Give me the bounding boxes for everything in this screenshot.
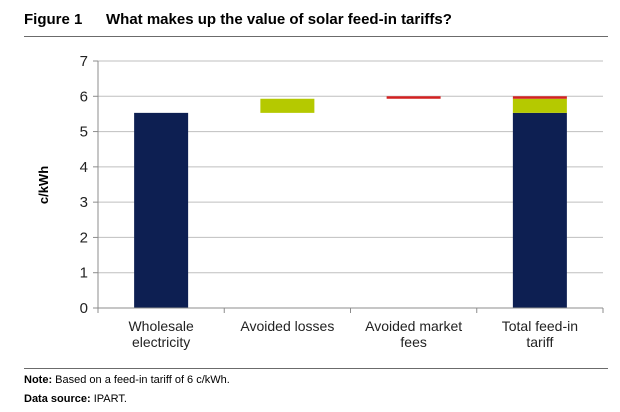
bar-segment-avoided-losses xyxy=(512,98,567,113)
source-label: Data source: xyxy=(24,393,91,405)
y-tick-label: 4 xyxy=(80,159,88,176)
y-tick-label: 3 xyxy=(80,194,88,211)
y-tick-label: 6 xyxy=(80,88,88,105)
bar-segment-avoided-losses xyxy=(260,98,315,113)
y-tick-label: 7 xyxy=(80,53,88,70)
y-tick-label: 2 xyxy=(80,229,88,246)
note: Note: Based on a feed-in tariff of 6 c/k… xyxy=(24,374,230,386)
x-tick-label: Wholesale electricity xyxy=(128,318,194,350)
y-tick-labels: 0 1 2 3 4 5 6 7 xyxy=(80,53,88,317)
data-source: Data source: IPART. xyxy=(24,393,127,405)
footer-rule xyxy=(24,368,608,369)
note-text: Based on a feed-in tariff of 6 c/kWh. xyxy=(55,374,230,386)
note-label: Note: xyxy=(24,374,53,386)
axes xyxy=(93,60,604,313)
bars xyxy=(134,96,567,309)
x-tick-label: Avoided market fees xyxy=(365,318,462,350)
bar-segment-wholesale-electricity xyxy=(134,112,189,309)
bar-segment-avoided-market-fees xyxy=(386,96,441,99)
x-tick-labels: Wholesale electricity Avoided losses Avoide… xyxy=(128,318,578,350)
figure-title: Figure 1 What makes up the value of solar… xyxy=(24,11,452,28)
title-rule xyxy=(24,36,608,37)
y-axis-label: c/kWh xyxy=(36,166,51,204)
figure-caption: What makes up the value of solar feed-in… xyxy=(106,11,452,28)
y-tick-label: 0 xyxy=(80,300,88,317)
figure-number: Figure 1 xyxy=(24,11,83,28)
source-text: IPART. xyxy=(93,393,127,405)
bar-segment-wholesale-electricity xyxy=(512,112,567,309)
y-tick-label: 1 xyxy=(80,265,88,282)
x-tick-label: Total feed-in tariff xyxy=(502,318,578,350)
y-tick-label: 5 xyxy=(80,124,88,141)
bar-segment-avoided-market-fees xyxy=(512,96,567,99)
x-tick-label: Avoided losses xyxy=(240,318,334,334)
